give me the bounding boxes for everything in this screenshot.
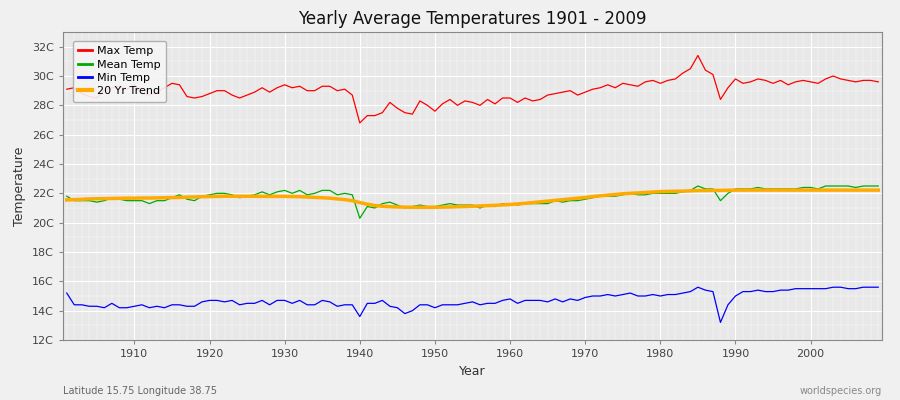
Text: Latitude 15.75 Longitude 38.75: Latitude 15.75 Longitude 38.75 (63, 386, 217, 396)
Legend: Max Temp, Mean Temp, Min Temp, 20 Yr Trend: Max Temp, Mean Temp, Min Temp, 20 Yr Tre… (73, 41, 166, 102)
Y-axis label: Temperature: Temperature (14, 146, 26, 226)
Text: worldspecies.org: worldspecies.org (800, 386, 882, 396)
Title: Yearly Average Temperatures 1901 - 2009: Yearly Average Temperatures 1901 - 2009 (298, 10, 647, 28)
X-axis label: Year: Year (459, 364, 486, 378)
